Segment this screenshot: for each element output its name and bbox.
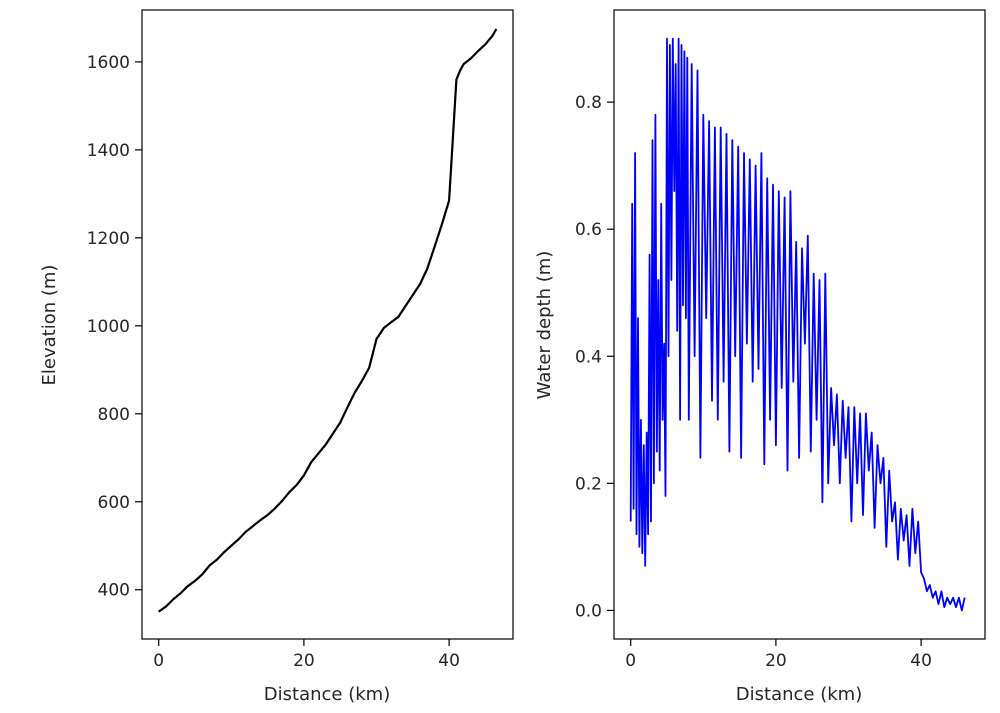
elevation-y-tick-label: 1000 xyxy=(87,317,130,337)
water-depth-y-axis-label: Water depth (m) xyxy=(534,251,555,400)
water-depth-y-tick-label: 0.8 xyxy=(575,93,602,113)
elevation-y-tick-label: 400 xyxy=(98,581,130,601)
elevation-y-ticks: 400 600 800 1000 1200 1400 1600 xyxy=(87,53,142,601)
water-depth-x-tick-label: 20 xyxy=(765,651,787,671)
water-depth-plot-frame xyxy=(613,9,986,640)
elevation-plot-frame xyxy=(141,9,514,640)
elevation-x-tick-label: 0 xyxy=(153,651,164,671)
elevation-y-axis-label: Elevation (m) xyxy=(39,265,60,386)
elevation-y-tick-label: 600 xyxy=(98,493,130,513)
water-depth-subplot: 0 20 40 0.0 0.2 0.4 0.6 0.8 Distance (km) Wate… xyxy=(534,9,986,705)
water-depth-series xyxy=(629,37,966,612)
water-depth-y-tick-label: 0.4 xyxy=(575,347,602,367)
water-depth-series-line-0 xyxy=(629,37,966,612)
elevation-x-axis-label: Distance (km) xyxy=(264,684,390,705)
elevation-y-tick-label: 1200 xyxy=(87,229,130,249)
elevation-y-tick-label: 800 xyxy=(98,405,130,425)
elevation-x-tick-label: 40 xyxy=(438,651,460,671)
water-depth-y-tick-label: 0.2 xyxy=(575,474,602,494)
water-depth-x-tick-label: 0 xyxy=(625,651,636,671)
elevation-series-line-0 xyxy=(158,28,498,613)
elevation-series xyxy=(158,28,498,613)
elevation-subplot: 0 20 40 400 600 800 1000 1200 1400 1600 Distance… xyxy=(39,9,514,705)
water-depth-y-tick-label: 0.6 xyxy=(575,220,602,240)
elevation-x-tick-label: 20 xyxy=(293,651,315,671)
water-depth-y-ticks: 0.0 0.2 0.4 0.6 0.8 xyxy=(575,93,614,621)
water-depth-y-tick-label: 0.0 xyxy=(575,601,602,621)
elevation-y-tick-label: 1600 xyxy=(87,53,130,73)
water-depth-x-axis-label: Distance (km) xyxy=(736,684,862,705)
water-depth-x-ticks: 0 20 40 xyxy=(625,639,932,671)
elevation-y-tick-label: 1400 xyxy=(87,141,130,161)
elevation-x-ticks: 0 20 40 xyxy=(153,639,460,671)
water-depth-x-tick-label: 40 xyxy=(910,651,932,671)
